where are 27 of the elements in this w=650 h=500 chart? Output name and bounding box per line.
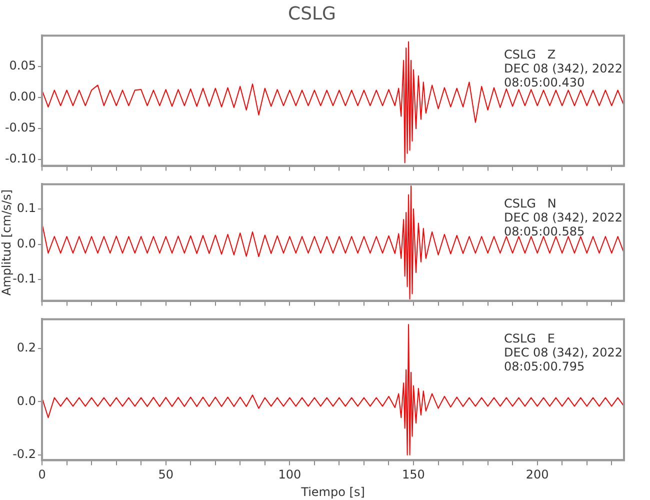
chart-title: CSLG — [288, 3, 336, 24]
y-axis-title: Amplitud [cm/s/s] — [0, 189, 14, 296]
annotation: DEC 08 (342), 2022 — [504, 62, 623, 76]
y-tick-label: 0.0 — [16, 394, 36, 408]
y-tick-label: -0.2 — [12, 447, 36, 462]
y-tick-label: -0.05 — [4, 120, 36, 135]
y-tick-label: 0.00 — [9, 90, 36, 104]
annotation: CSLG Z — [504, 48, 556, 62]
annotation: 08:05:00.430 — [504, 76, 585, 90]
x-tick-label: 50 — [158, 468, 174, 482]
annotation: DEC 08 (342), 2022 — [504, 345, 623, 360]
y-tick-label: -0.1 — [12, 272, 36, 286]
x-axis-title: Tiempo [s] — [300, 484, 365, 499]
annotation: DEC 08 (342), 2022 — [504, 210, 623, 224]
y-tick-label: 0.2 — [16, 340, 36, 355]
annotation: 08:05:00.795 — [504, 359, 585, 374]
x-tick-label: 200 — [526, 468, 549, 482]
y-tick-label: 0.05 — [9, 58, 36, 73]
y-tick-label: 0.1 — [16, 201, 36, 216]
annotation: CSLG E — [504, 331, 556, 346]
annotation: CSLG N — [504, 196, 556, 210]
x-tick-label: 0 — [38, 468, 46, 482]
x-tick-label: 100 — [278, 468, 302, 482]
y-tick-label: -0.10 — [4, 152, 36, 166]
y-tick-label: 0.0 — [16, 236, 36, 250]
x-tick-label: 150 — [402, 468, 425, 482]
annotation: 08:05:00.585 — [504, 224, 585, 238]
